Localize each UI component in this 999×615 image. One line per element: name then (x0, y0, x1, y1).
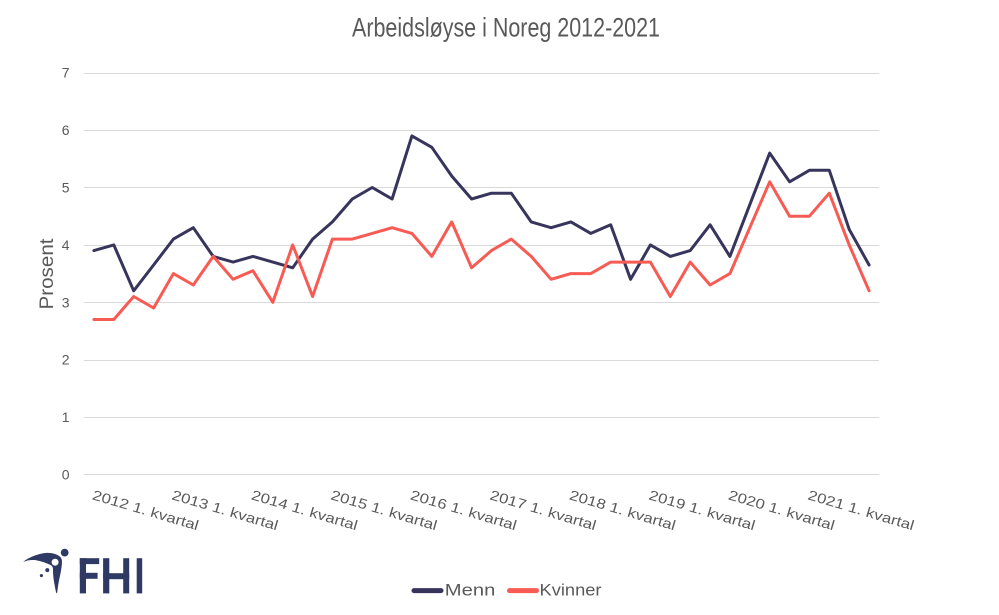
svg-text:3: 3 (62, 294, 70, 310)
svg-text:Menn: Menn (445, 581, 496, 600)
svg-text:Kvinner: Kvinner (540, 581, 602, 600)
svg-text:1: 1 (62, 409, 70, 425)
svg-text:0: 0 (62, 466, 70, 482)
svg-text:Arbeidsløyse i Noreg 2012-2021: Arbeidsløyse i Noreg 2012-2021 (352, 13, 660, 43)
svg-text:7: 7 (62, 65, 70, 81)
svg-text:Prosent: Prosent (36, 238, 58, 310)
svg-text:4: 4 (62, 237, 70, 253)
svg-text:5: 5 (62, 180, 70, 196)
svg-text:2: 2 (62, 352, 70, 368)
svg-text:6: 6 (62, 122, 70, 138)
